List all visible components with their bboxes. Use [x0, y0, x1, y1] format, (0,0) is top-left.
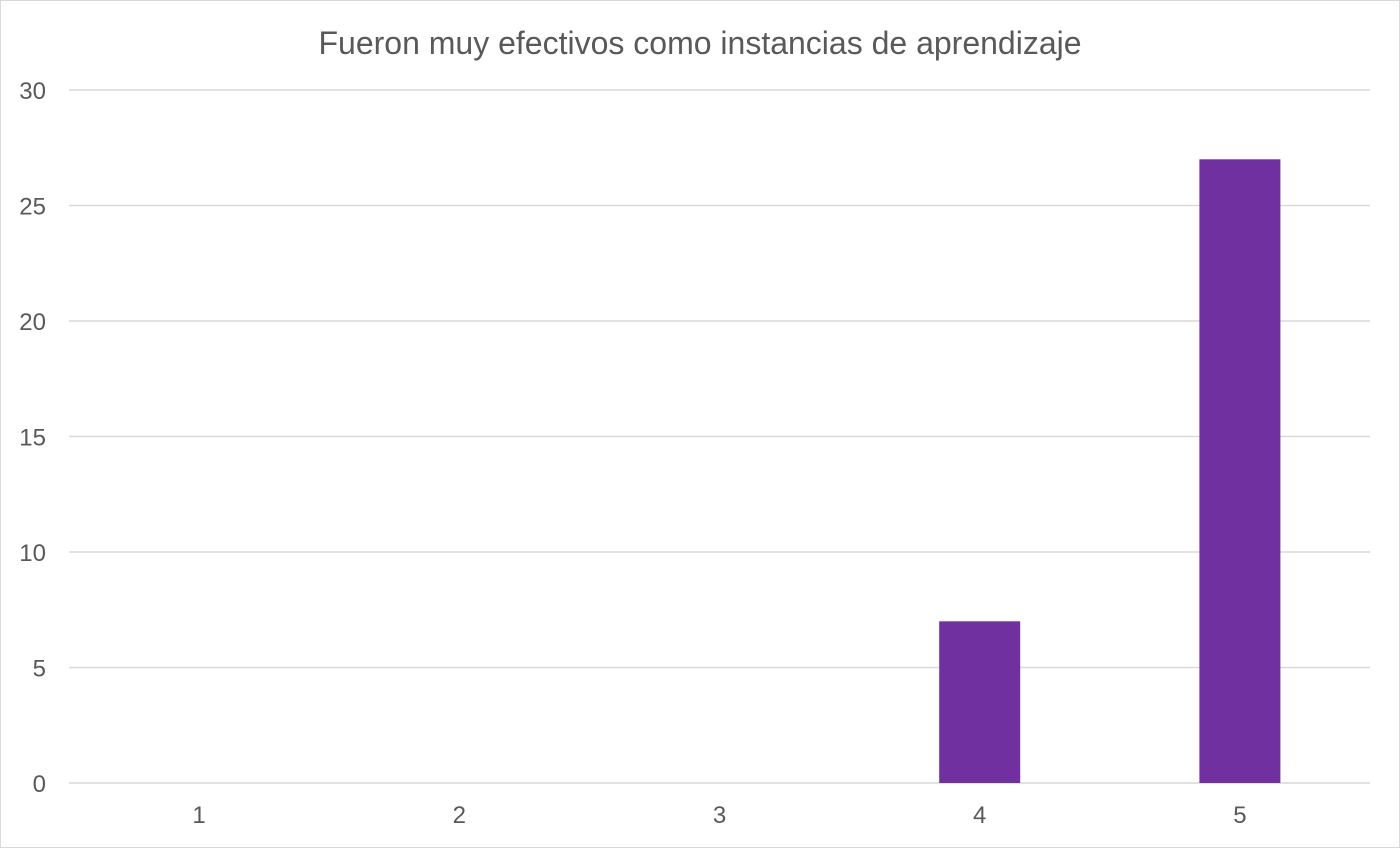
y-tick-label: 5 — [33, 656, 46, 683]
chart-title: Fueron muy efectivos como instancias de … — [318, 25, 1082, 61]
x-axis-ticks: 1 2 3 4 5 — [192, 802, 1246, 829]
x-tick-label: 2 — [453, 802, 466, 829]
y-tick-label: 25 — [19, 194, 46, 221]
x-tick-label: 4 — [973, 802, 986, 829]
y-tick-label: 15 — [19, 425, 46, 452]
bar-4 — [939, 621, 1021, 783]
y-tick-label: 20 — [19, 309, 46, 336]
gridlines — [69, 89, 1370, 784]
y-tick-label: 0 — [33, 771, 46, 798]
x-tick-label: 3 — [713, 802, 726, 829]
bars — [939, 159, 1281, 784]
y-tick-label: 30 — [19, 78, 46, 105]
y-tick-label: 10 — [19, 540, 46, 567]
x-tick-label: 1 — [192, 802, 205, 829]
y-axis-ticks: 0 5 10 15 20 25 30 — [19, 78, 46, 798]
x-tick-label: 5 — [1233, 802, 1246, 829]
bar-5 — [1199, 159, 1281, 784]
